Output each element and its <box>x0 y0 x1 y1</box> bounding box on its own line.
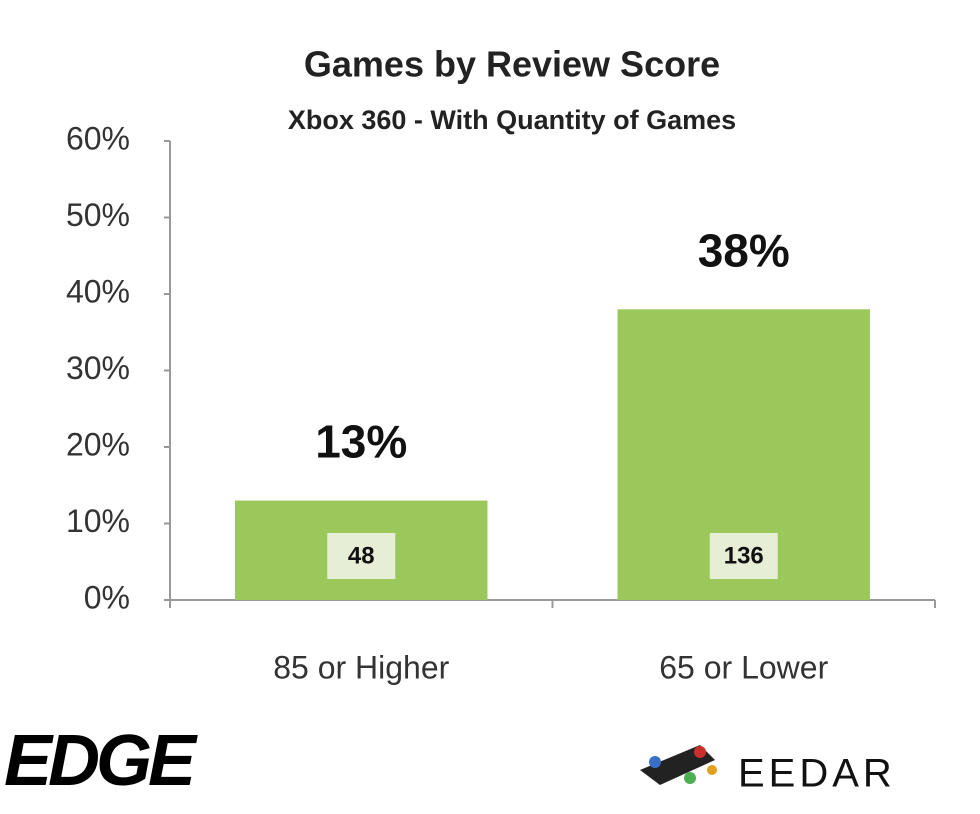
quantity-label: 136 <box>724 542 764 569</box>
quantity-box <box>709 533 778 579</box>
x-tick-label: 65 or Lower <box>659 649 828 685</box>
quantity-box <box>327 533 396 579</box>
eedar-icon <box>640 745 717 785</box>
x-tick-label: 85 or Higher <box>273 649 449 685</box>
value-label: 13% <box>315 416 407 468</box>
eedar-logo: EEDAR <box>738 752 896 796</box>
y-tick-label: 0% <box>84 579 130 615</box>
y-tick-label: 40% <box>66 273 130 309</box>
edge-logo: EDGE <box>4 721 198 801</box>
y-tick-label: 60% <box>66 120 130 156</box>
y-tick-label: 10% <box>66 503 130 539</box>
y-tick-label: 20% <box>66 426 130 462</box>
y-tick-label: 30% <box>66 350 130 386</box>
chart-subtitle: Xbox 360 - With Quantity of Games <box>288 105 736 135</box>
value-label: 38% <box>698 224 790 276</box>
y-tick-label: 50% <box>66 197 130 233</box>
quantity-label: 48 <box>348 542 375 569</box>
chart-title: Games by Review Score <box>304 44 720 85</box>
